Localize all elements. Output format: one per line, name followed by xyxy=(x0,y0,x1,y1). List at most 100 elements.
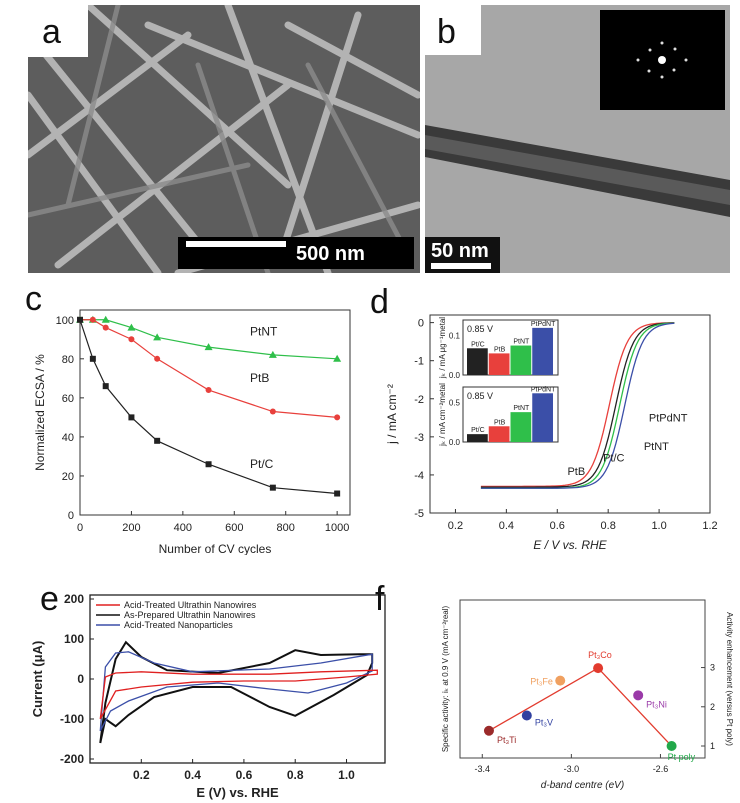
x-tick-label-e: 1.0 xyxy=(338,768,355,782)
chart-d: 0.2 0.4 0.6 0.8 1.0 1.2 0 -1 -2 -3 -4 -5 E / V vs. R… xyxy=(385,314,718,552)
x-axis-label-c: Number of CV cycles xyxy=(159,542,272,555)
x-tick-label-f: -3.0 xyxy=(564,764,580,774)
tem-image: 50 nm xyxy=(425,5,730,273)
data-point-f xyxy=(666,741,677,752)
data-point-PtB xyxy=(128,336,135,343)
legend-label-e: As-Prepared Ultrathin Nanowires xyxy=(124,610,256,620)
x-axis-label-f: d-band centre (eV) xyxy=(541,780,624,791)
y-axis-label-right-f: Activity enhancement (versus Pt poly) xyxy=(725,612,734,746)
data-point-Pt/C xyxy=(89,355,96,362)
y-tick-label-e: 0 xyxy=(77,672,84,686)
series-label-PtNT: PtNT xyxy=(644,441,669,453)
y-tick-label-c: 80 xyxy=(62,354,74,366)
scale-bar-a xyxy=(186,241,286,247)
inset-y-tick-top: 0.0 xyxy=(449,371,461,380)
series-label-PtB: PtB xyxy=(567,466,585,478)
data-point-Pt/C xyxy=(205,461,212,468)
y-tick-label-e: 200 xyxy=(64,592,84,606)
x-tick-label-c: 0 xyxy=(77,522,83,534)
chart-c: 0 200 400 600 800 1000 0 20 40 60 80 100 Number of C… xyxy=(33,309,351,555)
inset-bar-PtB xyxy=(488,426,510,442)
x-tick-label-c: 600 xyxy=(225,522,243,534)
chart-f: -3.4 -3.0 -2.6 1 2 3 d-band centre (eV) Specifi… xyxy=(441,599,734,791)
y-tick-label-c: 40 xyxy=(62,432,74,444)
chart-e: 0.2 0.4 0.6 0.8 1.0 200 100 0 -100 -200 E (V) vs. … xyxy=(30,592,386,800)
cv-curve-acid-treated-nanowires xyxy=(99,669,378,720)
x-tick-label-d: 0.8 xyxy=(601,520,616,532)
legend-label-e: Acid-Treated Nanoparticles xyxy=(124,620,233,630)
trend-line-right xyxy=(597,667,673,747)
data-point-f xyxy=(555,675,566,686)
data-point-PtB xyxy=(269,408,276,415)
inset-bar-label: Pt/C xyxy=(471,427,485,434)
inset-y-tick-top: 0.1 xyxy=(449,332,461,341)
data-point-f xyxy=(483,725,494,736)
data-point-PtNT xyxy=(204,343,213,351)
plot-frame-f xyxy=(459,599,706,759)
y-tick-label-d: -4 xyxy=(414,470,424,482)
legend-label-e: Acid-Treated Ultrathin Nanowires xyxy=(124,600,257,610)
series-line-PtPdNT xyxy=(480,322,675,489)
data-point-Pt/C xyxy=(269,484,276,491)
x-tick-label-e: 0.2 xyxy=(133,768,150,782)
data-point-PtNT xyxy=(268,350,277,358)
point-label-f: Pt₃V xyxy=(535,718,553,728)
point-label-f: Pt₃Ti xyxy=(497,735,516,745)
panel-label-f: f xyxy=(375,580,385,618)
inset-bar-label: PtNT xyxy=(513,405,530,412)
x-tick-label-c: 1000 xyxy=(325,522,349,534)
plot-frame-c xyxy=(79,309,351,516)
inset-condition-bottom: 0.85 V xyxy=(467,391,493,401)
x-tick-label-c: 200 xyxy=(122,522,140,534)
inset-bar-label: Pt/C xyxy=(471,341,485,348)
cv-curve-nanoparticles xyxy=(99,651,373,732)
series-line-Pt/C xyxy=(480,322,675,487)
inset-y-label-bottom: jₖ / mA cm⁻²metal xyxy=(438,383,447,447)
inset-bar-PtNT xyxy=(510,345,532,375)
inset-bar-label: PtNT xyxy=(513,339,530,346)
x-tick-label-d: 1.2 xyxy=(702,520,717,532)
y-tick-label-d: -5 xyxy=(414,508,424,520)
data-point-PtB xyxy=(154,355,161,362)
y-tick-label-c: 0 xyxy=(68,510,74,522)
series-label-PtPdNT: PtPdNT xyxy=(649,413,688,425)
data-point-Pt/C xyxy=(154,437,161,444)
x-axis-label-e: E (V) vs. RHE xyxy=(196,785,279,800)
x-tick-label-d: 0.6 xyxy=(550,520,565,532)
panel-label-a: a xyxy=(42,13,61,51)
series-line-PtB xyxy=(80,319,338,418)
y-axis-label-c: Normalized ECSA / % xyxy=(33,354,47,471)
y-tick-label-d: 0 xyxy=(418,318,424,330)
data-point-f xyxy=(521,710,532,721)
y-tick-label-e: 100 xyxy=(64,632,84,646)
y-tick-label-d: -1 xyxy=(414,356,424,368)
point-label-f: Pt₃Co xyxy=(588,650,612,660)
scale-label-b: 50 nm xyxy=(431,240,489,262)
y-tick-label-right-f: 3 xyxy=(710,663,715,673)
x-tick-label-c: 800 xyxy=(277,522,295,534)
data-point-Pt/C xyxy=(128,414,135,421)
point-label-f: Pt₃Fe xyxy=(530,677,553,687)
y-axis-label-f: Specific activity: iₖ at 0.9 V (mA cm⁻²r… xyxy=(441,606,450,753)
data-point-PtB xyxy=(89,316,96,323)
x-tick-label-c: 400 xyxy=(174,522,192,534)
data-point-f xyxy=(633,690,644,701)
point-label-f: Pt₃Ni xyxy=(646,699,667,709)
y-tick-label-right-f: 2 xyxy=(710,702,715,712)
data-point-f xyxy=(593,663,604,674)
sem-image: 500 nm xyxy=(28,5,420,273)
inset-bar-PtB xyxy=(488,353,510,375)
y-tick-label-e: -100 xyxy=(60,712,84,726)
y-tick-label-c: 100 xyxy=(56,315,74,327)
x-tick-label-e: 0.6 xyxy=(236,768,253,782)
trend-line-left xyxy=(488,667,599,732)
series-line-PtNT xyxy=(80,319,338,360)
inset-condition-top: 0.85 V xyxy=(467,324,493,334)
inset-bar-PtPdNT xyxy=(532,393,553,442)
scale-bar-b xyxy=(431,263,491,269)
x-tick-label-d: 1.0 xyxy=(651,520,666,532)
series-label-PtC: Pt/C xyxy=(603,453,624,465)
data-point-PtNT xyxy=(153,333,162,341)
y-tick-label-d: -3 xyxy=(414,432,424,444)
data-point-PtNT xyxy=(333,354,342,362)
